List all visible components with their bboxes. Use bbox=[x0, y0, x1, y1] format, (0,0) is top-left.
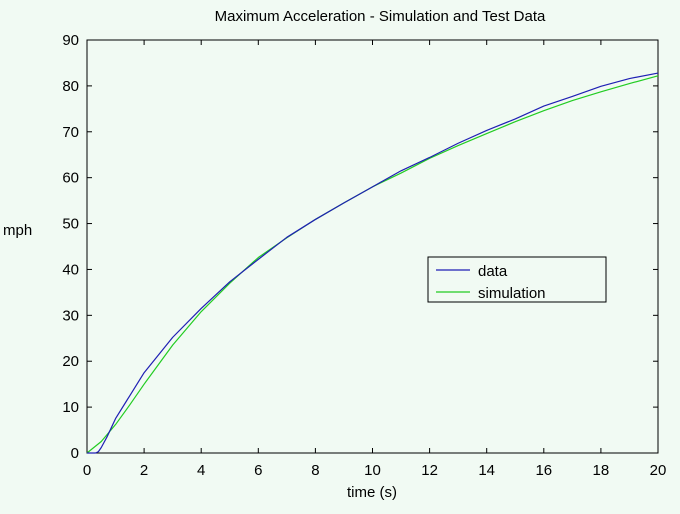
y-axis-label: mph bbox=[3, 222, 32, 239]
y-tick-label: 80 bbox=[62, 78, 79, 95]
y-tick-label: 0 bbox=[71, 445, 79, 462]
x-tick-label: 18 bbox=[593, 462, 610, 479]
y-tick-label: 70 bbox=[62, 124, 79, 141]
x-tick-label: 14 bbox=[478, 462, 495, 479]
x-tick-label: 16 bbox=[535, 462, 552, 479]
y-tick-label: 20 bbox=[62, 353, 79, 370]
x-tick-label: 12 bbox=[421, 462, 438, 479]
x-tick-label: 0 bbox=[83, 462, 91, 479]
x-tick-label: 10 bbox=[364, 462, 381, 479]
x-axis: 0 2 4 6 8 10 12 14 16 18 20 bbox=[83, 40, 667, 479]
legend-box bbox=[427, 256, 607, 303]
plot-area bbox=[86, 39, 659, 454]
y-tick-label: 30 bbox=[62, 307, 79, 324]
y-tick-label: 90 bbox=[62, 32, 79, 49]
y-tick-label: 50 bbox=[62, 216, 79, 233]
legend: data simulation bbox=[427, 256, 607, 303]
x-tick-label: 8 bbox=[311, 462, 319, 479]
y-axis: 0 10 20 30 40 50 60 70 80 90 bbox=[62, 32, 658, 462]
y-tick-label: 40 bbox=[62, 261, 79, 278]
y-tick-label: 60 bbox=[62, 170, 79, 187]
x-tick-label: 6 bbox=[254, 462, 262, 479]
x-axis-label: time (s) bbox=[347, 484, 397, 501]
series-layer bbox=[86, 72, 659, 454]
y-tick-label: 10 bbox=[62, 399, 79, 416]
series-line-data bbox=[87, 72, 659, 454]
legend-label-simulation: simulation bbox=[478, 285, 546, 302]
x-tick-label: 4 bbox=[197, 462, 205, 479]
x-tick-label: 2 bbox=[140, 462, 148, 479]
chart-title: Maximum Acceleration - Simulation and Te… bbox=[215, 8, 546, 25]
legend-label-data: data bbox=[478, 263, 508, 280]
x-tick-label: 20 bbox=[650, 462, 667, 479]
